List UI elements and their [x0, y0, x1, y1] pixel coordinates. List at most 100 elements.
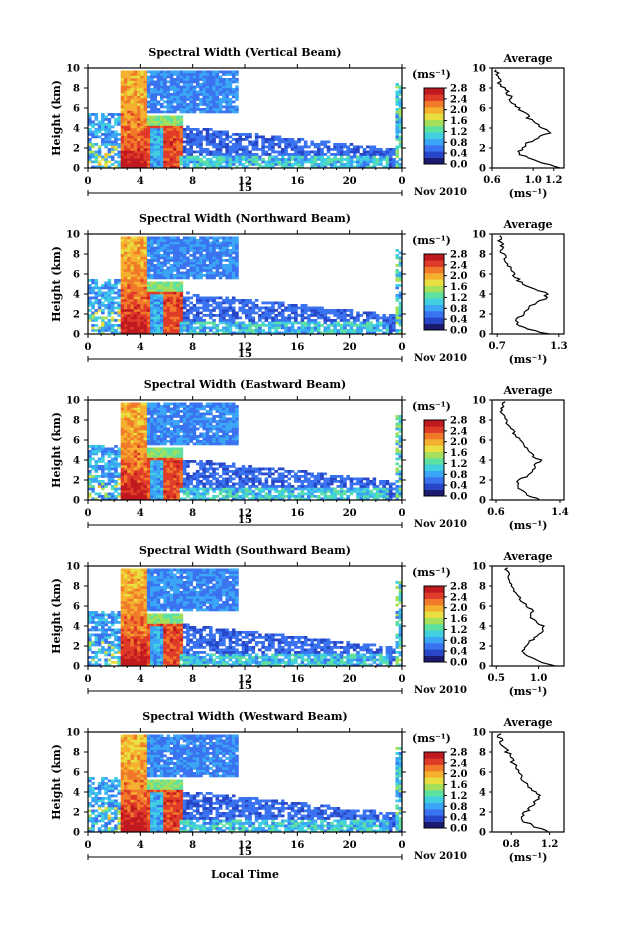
heatmap-cell	[140, 105, 144, 109]
heatmap-cell	[114, 279, 118, 282]
heatmap-cell	[163, 410, 167, 413]
heatmap-cell	[251, 304, 256, 307]
heatmap-cell	[133, 140, 138, 144]
heatmap-cell	[159, 140, 164, 144]
heatmap-cell	[117, 296, 122, 300]
heatmap-cell	[159, 138, 164, 141]
heatmap-cell	[277, 311, 282, 315]
heatmap-cell	[179, 153, 184, 156]
heatmap-cell	[179, 281, 184, 285]
x-tick-label: 8	[189, 342, 196, 353]
heatmap-cell	[290, 331, 295, 335]
heatmap-cell	[225, 90, 229, 94]
heatmap-cell	[169, 125, 174, 129]
heatmap-cell	[192, 73, 197, 76]
heatmap-cell	[159, 80, 164, 84]
heatmap-cell	[202, 324, 207, 327]
heatmap-cell	[130, 467, 135, 471]
heatmap-cell	[88, 120, 92, 124]
heatmap-cell	[212, 321, 216, 325]
heatmap-cell	[186, 465, 190, 468]
heatmap-cell	[382, 324, 386, 327]
heatmap-cell	[127, 279, 131, 282]
heatmap-cell	[146, 105, 151, 109]
heatmap-cell	[156, 259, 161, 262]
heatmap-cell	[143, 487, 148, 491]
heatmap-cell	[235, 158, 239, 161]
heatmap-cell	[159, 105, 164, 109]
heatmap-cell	[137, 294, 141, 297]
heatmap-cell	[159, 329, 164, 332]
heatmap-cell	[91, 306, 95, 310]
heatmap-cell	[245, 145, 249, 149]
heatmap-cell	[110, 495, 115, 498]
heatmap-cell	[166, 274, 171, 277]
heatmap-cell	[212, 497, 216, 501]
heatmap-cell	[140, 70, 144, 74]
heatmap-cell	[123, 422, 128, 426]
heatmap-cell	[222, 246, 226, 250]
heatmap-cell	[156, 296, 161, 300]
heatmap-cell	[166, 261, 171, 265]
heatmap-cell	[143, 125, 148, 129]
heatmap-cell	[228, 83, 233, 86]
heatmap-cell	[258, 316, 262, 320]
heatmap-cell	[186, 261, 190, 265]
colorbar-frame	[423, 253, 445, 331]
heatmap-cell	[336, 324, 341, 327]
x-tick-label: 0	[85, 342, 92, 353]
heatmap-cell	[146, 402, 151, 406]
heatmap-cell	[179, 264, 184, 267]
heatmap-cell	[176, 289, 180, 292]
heatmap-cell	[186, 321, 190, 325]
heatmap-cell	[395, 130, 400, 134]
heatmap-cell	[343, 324, 347, 327]
heatmap-cell	[143, 321, 148, 325]
heatmap-cell	[274, 158, 279, 161]
heatmap-cell	[169, 487, 174, 491]
heatmap-cell	[127, 155, 131, 159]
heatmap-cell	[209, 165, 213, 169]
heatmap-cell	[395, 274, 400, 277]
heatmap-cell	[166, 115, 171, 119]
heatmap-cell	[316, 324, 321, 327]
heatmap-cell	[130, 417, 135, 421]
heatmap-cell	[156, 103, 161, 106]
heatmap-cell	[123, 244, 128, 247]
heatmap-cell	[271, 309, 275, 312]
heatmap-cell	[133, 158, 138, 161]
heatmap-cell	[166, 289, 171, 292]
heatmap-cell	[159, 110, 164, 114]
heatmap-cell	[97, 148, 102, 151]
heatmap-cell	[284, 316, 288, 320]
heatmap-cell	[133, 148, 138, 151]
heatmap-cell	[356, 163, 360, 166]
heatmap-cell	[137, 301, 141, 305]
heatmap-cell	[153, 457, 157, 461]
heatmap-cell	[182, 402, 187, 406]
colorbar-swatch	[424, 88, 444, 95]
heatmap-cell	[137, 78, 141, 81]
heatmap-cell	[159, 155, 164, 159]
heatmap-cell	[91, 165, 95, 169]
heatmap-cell	[212, 299, 216, 302]
heatmap-cell	[346, 324, 350, 327]
heatmap-cell	[218, 165, 223, 169]
heatmap-cell	[120, 412, 125, 416]
heatmap-cell	[163, 80, 167, 84]
heatmap-cell	[123, 73, 128, 76]
y-tick-label: 6	[73, 104, 80, 115]
heatmap-cell	[310, 165, 314, 169]
heatmap-cell	[343, 158, 347, 161]
heatmap-cell	[150, 135, 154, 139]
heatmap-cell	[146, 103, 151, 106]
heatmap-cell	[97, 480, 102, 483]
heatmap-cell	[362, 160, 367, 164]
heatmap-cell	[110, 284, 115, 287]
heatmap-cell	[101, 128, 105, 131]
heatmap-cell	[176, 314, 180, 317]
heatmap-cell	[231, 324, 236, 327]
heatmap-cell	[163, 274, 167, 277]
heatmap-cell	[140, 236, 144, 240]
heatmap-cell	[123, 296, 128, 300]
